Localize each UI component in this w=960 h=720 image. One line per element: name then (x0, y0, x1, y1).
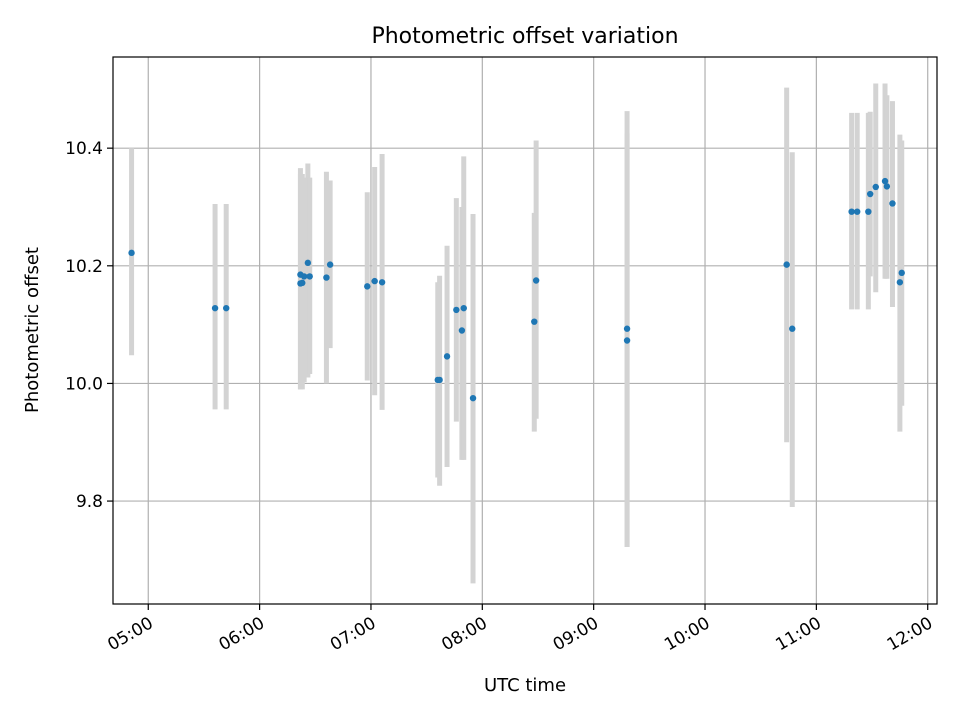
data-point (853, 208, 861, 215)
data-point (364, 283, 371, 290)
data-point (789, 325, 796, 332)
data-points (128, 177, 905, 402)
data-point (306, 273, 313, 280)
data-point (304, 259, 312, 267)
data-point (896, 279, 904, 286)
data-point (326, 261, 334, 268)
data-point (443, 353, 451, 360)
y-tick-label: 10.2 (65, 257, 103, 277)
y-tick-label: 10.4 (65, 139, 103, 159)
x-axis-label: UTC time (484, 675, 566, 696)
data-point (323, 274, 330, 281)
data-point (299, 279, 306, 287)
grid (113, 57, 937, 604)
data-point (889, 200, 896, 207)
plot-frame (112, 56, 938, 605)
chart-title: Photometric offset variation (371, 24, 678, 49)
data-point (883, 183, 891, 190)
data-point (848, 208, 855, 215)
data-point (469, 394, 477, 402)
data-point (223, 304, 230, 312)
data-point (458, 327, 466, 334)
data-point (531, 318, 538, 325)
data-point (783, 261, 790, 268)
y-axis-label: Photometric offset (22, 247, 43, 413)
data-point (866, 190, 874, 198)
data-point (300, 273, 308, 280)
data-point (453, 306, 460, 314)
y-tick-label: 9.8 (76, 492, 103, 512)
data-point (898, 269, 905, 277)
data-point (532, 277, 540, 284)
data-point (623, 337, 631, 344)
data-point (623, 325, 631, 332)
data-point (881, 177, 889, 185)
data-point (211, 304, 219, 312)
data-point (460, 304, 467, 312)
y-tick-label: 10.0 (65, 374, 103, 394)
data-point (436, 376, 443, 384)
data-point (872, 183, 879, 191)
data-point (378, 279, 386, 286)
data-point (128, 249, 135, 257)
data-point (371, 277, 378, 285)
data-point (865, 208, 872, 215)
